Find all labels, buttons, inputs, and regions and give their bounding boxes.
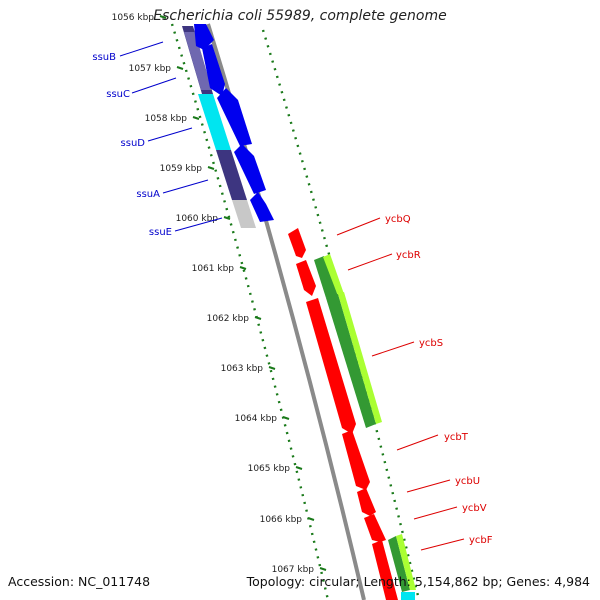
genome-title: Escherichia coli 55989, complete genome (153, 8, 447, 24)
gene-leader-line (147, 127, 193, 142)
feature-lime-ycbF (396, 534, 416, 590)
ruler-tick (207, 166, 215, 170)
ruler-label: 1059 kbp (160, 164, 203, 174)
gene-leader-line (396, 434, 439, 451)
gene-ssuB-arrow (194, 24, 214, 50)
gene-leader-line (347, 253, 393, 271)
gene-label-ssuB: ssuB (92, 52, 116, 63)
ruler-tick (282, 416, 290, 420)
feature-lime-ycbR (323, 254, 344, 296)
feature-green-ycbS (326, 294, 376, 428)
ruler-tick (176, 66, 184, 70)
ruler-tick (268, 366, 276, 370)
ruler-tick (319, 567, 327, 571)
ruler-tick (295, 466, 303, 470)
gene-leader-line (119, 41, 164, 57)
gene-ssuA-arrow (234, 144, 266, 194)
ruler-label: 1064 kbp (235, 414, 278, 424)
ruler-tick (159, 15, 167, 19)
gene-ssuE-arrow (250, 192, 274, 222)
gene-leader-line (371, 341, 415, 357)
gene-leader-line (174, 217, 223, 232)
ruler-label: 1060 kbp (176, 214, 219, 224)
gene-label-ycbR: ycbR (396, 250, 421, 261)
gene-label-ssuC: ssuC (106, 89, 130, 100)
ruler-tick (307, 517, 315, 521)
ruler-label: 1065 kbp (248, 464, 291, 474)
feature-lime-ycbS (338, 292, 382, 424)
gene-ycbS-arrow (306, 298, 356, 434)
feature-band-lilac (184, 32, 212, 90)
gene-leader-line (413, 506, 458, 520)
gene-label-ycbQ: ycbQ (385, 214, 411, 225)
gene-label-ycbT: ycbT (444, 432, 469, 443)
gene-leader-line (336, 217, 381, 236)
ruler-label: 1061 kbp (192, 264, 235, 274)
gene-label-ssuE: ssuE (149, 227, 172, 238)
accession-label: Accession: NC_011748 (8, 574, 151, 589)
ruler-tick (239, 266, 247, 270)
gene-ycbU-arrow (357, 488, 376, 516)
gene-label-ycbU: ycbU (455, 476, 480, 487)
gene-label-ssuA: ssuA (136, 189, 160, 200)
gene-ssuC-arrow (202, 44, 225, 96)
feature-green-ycbF (388, 536, 410, 592)
feature-band-mid (216, 150, 247, 200)
gene-ycbF-arrow (372, 540, 398, 600)
ruler-label: 1067 kbp (272, 565, 315, 575)
gene-ssuD-arrow (217, 88, 252, 146)
feature-green-ycbR (314, 256, 338, 298)
ruler-label: 1066 kbp (260, 515, 303, 525)
ruler-label: 1057 kbp (129, 64, 172, 74)
ruler-tick (254, 316, 262, 320)
gene-leader-line (406, 479, 451, 493)
gene-label-ycbF: ycbF (469, 535, 493, 546)
gene-leader-line (162, 179, 209, 194)
gene-leader-line (131, 77, 177, 94)
gene-label-leaders (119, 41, 465, 551)
ruler-label: 1056 kbp (112, 13, 155, 23)
gene-leader-line (420, 538, 465, 551)
gene-labels: ssuB ssuC ssuD ssuA ssuE ycbQ ycbR ycbS ycbT ycbU… (92, 52, 492, 546)
gene-ycbR-arrow (296, 260, 316, 296)
ruler-label: 1062 kbp (207, 314, 250, 324)
gene-ycbV-arrow (364, 514, 386, 542)
feature-band-grey (232, 200, 256, 228)
ruler-tick (223, 216, 231, 220)
genome-summary: Topology: circular; Length: 5,154,862 bp… (246, 574, 590, 589)
gene-label-ycbS: ycbS (419, 338, 443, 349)
gene-ycbQ-arrow (288, 228, 306, 258)
ruler-label: 1058 kbp (145, 114, 188, 124)
ruler-label: 1063 kbp (221, 364, 264, 374)
feature-cyan-bottom (401, 592, 415, 600)
feature-band-cyan (198, 94, 231, 150)
inner-tick-rail (170, 23, 330, 600)
ruler-tick (192, 116, 200, 120)
ruler: 1056 kbp 1057 kbp 1058 kbp 1059 kbp 1060 kbp… (112, 13, 327, 575)
gene-label-ssuD: ssuD (121, 138, 146, 149)
gene-ycbT-arrow (342, 430, 370, 490)
gene-label-ycbV: ycbV (462, 503, 487, 514)
